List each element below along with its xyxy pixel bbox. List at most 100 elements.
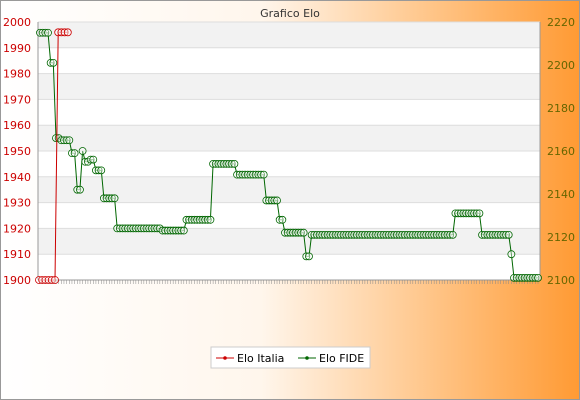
point-elo-fide: [68, 149, 76, 158]
point-elo-fide: [376, 230, 385, 239]
point-elo-fide: [342, 230, 351, 239]
point-elo-fide: [313, 230, 321, 239]
point-elo-fide: [504, 230, 513, 239]
point-elo-fide: [403, 230, 412, 239]
point-elo-fide: [382, 230, 391, 239]
series-line-elo-italia: [39, 31, 68, 281]
point-elo-fide: [265, 196, 273, 205]
point-elo-fide: [190, 215, 199, 224]
point-elo-fide: [345, 230, 353, 239]
left-tick-label: 1900: [3, 274, 31, 287]
point-elo-fide: [379, 230, 388, 239]
point-elo-fide: [49, 58, 58, 67]
point-elo-fide: [398, 230, 407, 239]
point-elo-fide: [254, 170, 263, 179]
point-elo-fide: [400, 230, 409, 239]
point-elo-fide: [174, 226, 183, 235]
point-elo-fide: [209, 159, 218, 168]
point-elo-fide: [62, 136, 71, 145]
point-elo-fide: [41, 28, 50, 37]
point-elo-fide: [270, 196, 279, 205]
point-elo-fide: [145, 224, 154, 233]
point-elo-fide: [323, 230, 332, 239]
point-elo-fide: [534, 273, 542, 282]
point-elo-fide: [278, 215, 287, 224]
point-elo-fide: [305, 252, 313, 261]
point-elo-fide: [462, 209, 470, 218]
legend-marker-elo-fide: [305, 356, 309, 360]
right-tick-label: 2100: [547, 274, 575, 287]
point-elo-fide: [36, 28, 44, 37]
point-elo-fide: [166, 226, 175, 235]
point-elo-fide: [408, 230, 417, 239]
point-elo-fide: [89, 155, 98, 164]
plot-band: [38, 176, 540, 203]
point-elo-fide: [414, 230, 423, 239]
point-elo-fide: [446, 230, 455, 239]
point-elo-fide: [185, 215, 194, 224]
point-elo-fide: [163, 226, 172, 235]
point-elo-fide: [203, 215, 212, 224]
point-elo-fide: [334, 230, 343, 239]
point-elo-fide: [510, 273, 518, 282]
right-tick-label: 2180: [547, 102, 575, 115]
point-elo-fide: [44, 28, 52, 37]
point-elo-fide: [494, 230, 502, 239]
point-elo-fide: [406, 230, 415, 239]
point-elo-fide: [108, 194, 116, 203]
point-elo-fide: [100, 194, 108, 203]
right-tick-label: 2120: [547, 231, 575, 244]
point-elo-fide: [310, 230, 319, 239]
point-elo-fide: [38, 28, 47, 37]
point-elo-fide: [366, 230, 375, 239]
point-elo-fide: [78, 147, 87, 155]
point-elo-fide: [454, 209, 463, 218]
point-elo-fide: [235, 170, 244, 179]
left-tick-label: 1950: [3, 145, 31, 158]
point-elo-fide: [195, 215, 204, 224]
point-elo-fide: [289, 228, 297, 237]
point-elo-fide: [134, 224, 143, 233]
point-elo-fide: [97, 166, 106, 175]
point-elo-fide: [150, 224, 159, 233]
point-elo-fide: [427, 230, 436, 239]
point-elo-fide: [249, 170, 257, 179]
point-elo-fide: [115, 224, 124, 233]
point-elo-fide: [350, 230, 359, 239]
point-elo-fide: [432, 230, 441, 239]
point-elo-fide: [102, 194, 111, 203]
point-elo-fide: [294, 228, 303, 237]
point-elo-fide: [331, 230, 340, 239]
legend-item-elo-italia: Elo Italia: [216, 352, 284, 365]
series-elo-fide: [36, 28, 542, 282]
point-elo-fide: [299, 228, 308, 237]
point-elo-fide: [512, 273, 521, 282]
point-elo-fide: [147, 224, 156, 233]
point-elo-fide: [126, 224, 135, 233]
point-elo-fide: [374, 230, 383, 239]
point-elo-fide: [131, 224, 140, 233]
point-elo-fide: [233, 170, 241, 179]
point-elo-fide: [222, 159, 231, 168]
point-elo-fide: [358, 230, 367, 239]
left-tick-label: 1980: [3, 68, 31, 81]
point-elo-fide: [435, 230, 444, 239]
point-elo-fide: [480, 230, 489, 239]
right-tick-label: 2200: [547, 59, 575, 72]
plot-band: [38, 73, 540, 100]
point-elo-fide: [307, 230, 316, 239]
point-elo-fide: [329, 230, 337, 239]
point-elo-fide: [257, 170, 265, 179]
right-tick-label: 2140: [547, 188, 575, 201]
point-elo-fide: [440, 230, 449, 239]
plot-band: [38, 22, 540, 48]
point-elo-fide: [182, 215, 191, 224]
point-elo-fide: [121, 224, 130, 233]
point-elo-fide: [518, 273, 526, 282]
right-tick-label: 2160: [547, 145, 575, 158]
point-elo-fide: [430, 230, 439, 239]
point-elo-fide: [419, 230, 428, 239]
point-elo-fide: [531, 273, 540, 282]
legend-item-elo-fide: Elo FIDE: [298, 352, 364, 365]
point-elo-fide: [206, 215, 215, 224]
